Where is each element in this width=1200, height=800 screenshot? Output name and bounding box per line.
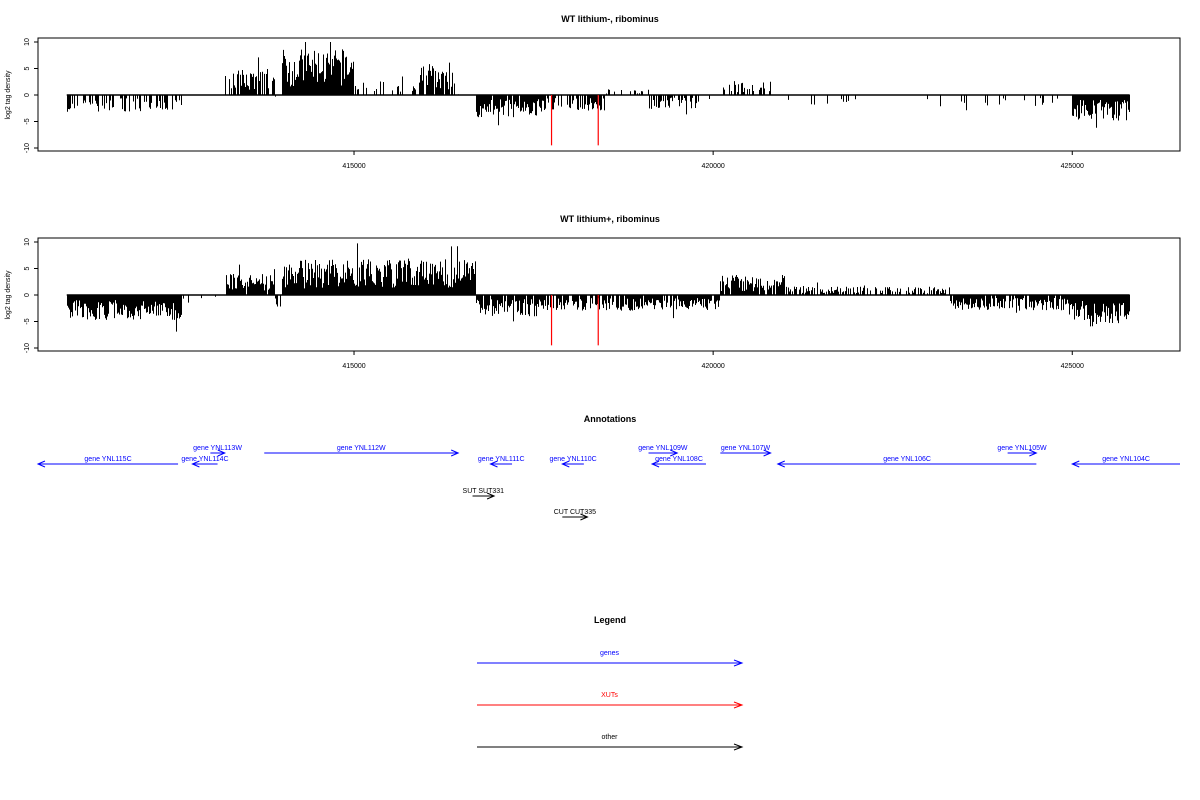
legend: Legend genes XUTs other [477, 615, 744, 751]
y-tick-label: 5 [24, 266, 31, 270]
feature-arrowhead [763, 449, 772, 457]
legend-entry-other: other [477, 734, 744, 751]
x-tick-label: 420000 [701, 163, 724, 170]
feature-label: gene YNL113W [193, 445, 242, 452]
feature-gene-ynl105w: gene YNL105W [997, 445, 1047, 457]
feature-gene-ynl112w: gene YNL112W [264, 445, 460, 457]
feature-gene-ynl110c: gene YNL110C [549, 456, 597, 468]
y-tick-label: 10 [24, 238, 31, 246]
feature-sut-sut331: SUT SUT331 [463, 488, 505, 500]
annotation-track: Annotations gene YNL115C gene YNL114Cgene… [36, 414, 1180, 521]
legend-label: other [602, 734, 619, 741]
feature-arrowhead [650, 460, 660, 468]
feature-label: gene YNL104C [1102, 456, 1150, 463]
y-tick-label: 0 [24, 293, 31, 297]
x-tick-label: 425000 [1061, 363, 1084, 370]
y-tick-label: 10 [24, 38, 31, 46]
density-panel-lithium-minus: WT lithium-, ribominus log2 tag density … [5, 14, 1181, 170]
feature-label: gene YNL109W [638, 445, 688, 452]
x-tick-label: 415000 [342, 363, 365, 370]
feature-label: gene YNL114C [181, 456, 228, 463]
y-tick-label: 5 [24, 66, 31, 70]
feature-arrowhead [36, 460, 46, 468]
legend-title: Legend [594, 615, 626, 625]
legend-label: XUTs [601, 692, 618, 699]
feature-cut-cut335: CUT CUT335 [554, 509, 596, 521]
panel-title: WT lithium-, ribominus [561, 14, 659, 24]
feature-gene-ynl111c: gene YNL111C [478, 456, 525, 468]
y-tick-label: -5 [24, 118, 31, 124]
feature-label: gene YNL105W [997, 445, 1047, 452]
x-tick-label: 415000 [342, 163, 365, 170]
feature-group: gene YNL115C gene YNL114C gene YNL113W gene… [36, 445, 1180, 521]
axes-group: 10 5 0 -5 -10 415000 420000 425000 [24, 238, 1130, 370]
legend-arrowhead [733, 743, 744, 751]
feature-arrowhead [580, 513, 589, 521]
legend-entries: genes XUTs other [477, 650, 744, 751]
bar-group [67, 243, 1130, 332]
y-tick-label: -10 [24, 143, 31, 153]
feature-label: gene YNL115C [84, 456, 131, 463]
feature-gene-ynl115c: gene YNL115C [36, 456, 179, 468]
legend-entry-xut: XUTs [477, 692, 744, 709]
feature-arrowhead [217, 449, 227, 457]
feature-gene-ynl107w: gene YNL107W [720, 445, 772, 457]
annotation-title: Annotations [584, 414, 637, 424]
feature-arrowhead [776, 460, 785, 468]
bar-group [67, 42, 1130, 128]
feature-label: gene YNL108C [655, 456, 703, 463]
feature-arrowhead [450, 449, 460, 457]
feature-gene-ynl114c: gene YNL114C [181, 456, 229, 468]
y-tick-label: -5 [24, 318, 31, 324]
axes-group: 10 5 0 -5 -10 415000 420000 425000 [24, 38, 1130, 170]
feature-gene-ynl109w: gene YNL109W [638, 445, 688, 457]
feature-label: gene YNL107W [721, 445, 771, 452]
feature-arrowhead [1070, 460, 1080, 468]
legend-arrowhead [733, 659, 744, 667]
panel-title: WT lithium+, ribominus [560, 214, 660, 224]
feature-label: gene YNL112W [337, 445, 386, 452]
y-axis-label: log2 tag density [5, 270, 12, 320]
feature-label: SUT SUT331 [463, 488, 505, 495]
y-tick-label: 0 [24, 93, 31, 97]
x-tick-label: 425000 [1061, 163, 1084, 170]
legend-label: genes [600, 650, 620, 657]
feature-label: gene YNL110C [549, 456, 596, 463]
feature-label: CUT CUT335 [554, 509, 596, 516]
feature-arrowhead [191, 460, 200, 468]
feature-arrowhead [489, 460, 498, 468]
feature-gene-ynl108c: gene YNL108C [650, 456, 706, 468]
feature-gene-ynl104c: gene YNL104C [1070, 456, 1180, 468]
feature-arrowhead [486, 492, 496, 500]
y-tick-label: -10 [24, 343, 31, 353]
feature-arrowhead [561, 460, 570, 468]
feature-arrowhead [670, 449, 679, 457]
feature-gene-ynl106c: gene YNL106C [776, 456, 1037, 468]
feature-label: gene YNL106C [883, 456, 931, 463]
feature-gene-ynl113w: gene YNL113W [193, 445, 242, 457]
legend-entry-gene: genes [477, 650, 744, 667]
x-tick-label: 420000 [701, 363, 724, 370]
feature-arrowhead [1029, 449, 1038, 457]
density-panel-lithium-plus: WT lithium+, ribominus log2 tag density … [5, 214, 1181, 370]
legend-arrowhead [733, 701, 744, 709]
feature-label: gene YNL111C [478, 456, 525, 463]
y-axis-label: log2 tag density [5, 70, 12, 120]
